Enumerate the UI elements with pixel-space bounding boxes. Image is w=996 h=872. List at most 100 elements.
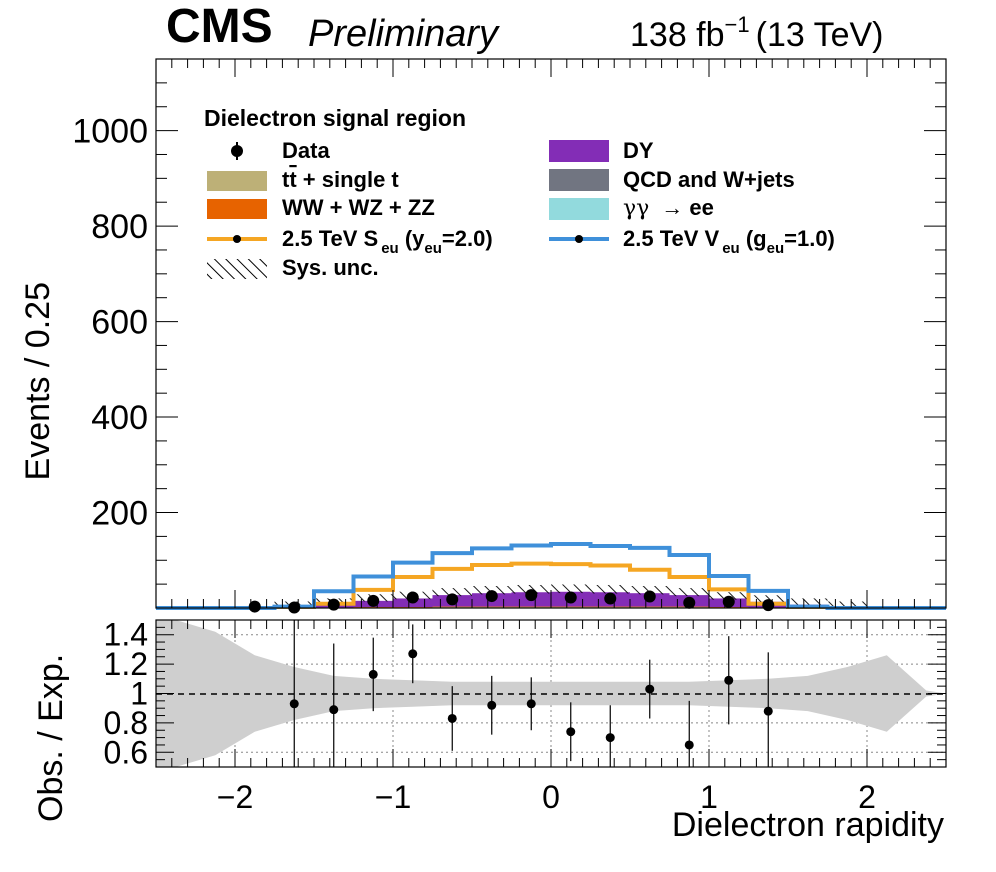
data-point (604, 592, 617, 605)
legend-entry-qcd: QCD and W+jets (549, 167, 795, 192)
ratio-y-tick-label: 1 (130, 676, 148, 712)
ratio-point (447, 713, 457, 723)
stack-bar (630, 606, 670, 608)
ratio-points (289, 620, 773, 767)
legend-entry-unc: Sys. unc. (207, 255, 379, 280)
vector-signal-line (156, 542, 946, 610)
stack-bar (393, 607, 433, 608)
data-point (406, 591, 419, 604)
ratio-point (566, 727, 576, 737)
ratio-band (156, 620, 946, 767)
data-point (248, 600, 261, 613)
ratio-point (368, 669, 378, 679)
legend-data-label: Data (282, 138, 330, 163)
data-point (722, 595, 735, 608)
y-tick-label: 1000 (72, 113, 148, 151)
unc-hatch (432, 588, 472, 597)
legend-entry-data: Data (231, 138, 330, 163)
upper-pad: 200 400 600 800 1000 Events / 0.25 (19, 58, 947, 614)
unc-hatch (788, 598, 828, 605)
ratio-point (645, 684, 655, 694)
legend-diboson-swatch (207, 199, 267, 219)
ratio-unc-band (156, 620, 946, 767)
ratio-y-tick-label: 1.4 (104, 617, 148, 653)
legend-dy-swatch (549, 140, 609, 162)
legend-unc-swatch (207, 259, 267, 279)
legend-entry-dy: DY (549, 138, 654, 163)
experiment-label: CMS (166, 0, 273, 53)
unc-hatch (669, 588, 709, 597)
x-axis-title: Dielectron rapidity (672, 806, 944, 844)
ratio-pad: 0.60.811.21.4−2 −1 0 1 2 Obs. / Exp. Dielect… (32, 617, 947, 844)
x-tick-label: −2 (217, 779, 253, 815)
stack-bar (353, 607, 393, 608)
legend-vector-marker (575, 235, 583, 243)
legend-title: Dielectron signal region (204, 105, 466, 131)
ratio-y-tick-label: 0.6 (104, 734, 148, 770)
ratio-point (605, 733, 615, 743)
unc-hatch (827, 601, 867, 608)
y-axis-title: Events / 0.25 (19, 282, 57, 480)
stack-bar (511, 606, 551, 608)
ratio-point (408, 649, 418, 659)
legend-diboson-label: WW + WZ + ZZ (282, 195, 435, 220)
ratio-point (684, 740, 694, 750)
stack-bar (551, 606, 591, 608)
unc-hatch (551, 584, 591, 594)
upper-axis-ticks: 200 400 600 800 1000 (72, 58, 947, 609)
data-point (683, 596, 696, 609)
stack-bar (472, 606, 512, 608)
status-label: Preliminary (308, 13, 500, 55)
legend-ttbar-label: tt + single t (282, 167, 399, 192)
y-tick-label: 200 (91, 495, 148, 533)
unc-hatch (630, 586, 670, 595)
data-point (367, 594, 380, 607)
ratio-point (289, 699, 299, 709)
energy-label: (13 TeV) (756, 16, 884, 54)
data-point (643, 590, 656, 603)
ratio-point (487, 700, 497, 710)
legend-qcd-label: QCD and W+jets (623, 167, 795, 192)
x-tick-label: 2 (858, 779, 876, 815)
y-tick-label: 400 (91, 399, 148, 437)
lumi-exponent: −1 (725, 12, 750, 37)
lumi-label: 138 fb−1 (13 TeV) (630, 12, 884, 54)
ratio-y-tick-label: 1.2 (104, 646, 148, 682)
data-point (525, 589, 538, 602)
legend-gamgam-label: γγ → ee (623, 195, 714, 221)
ratio-y-tick-label: 0.8 (104, 705, 148, 741)
y-tick-label: 800 (91, 208, 148, 246)
ratio-point (763, 706, 773, 716)
x-tick-label: −1 (375, 779, 411, 815)
legend-unc-label: Sys. unc. (282, 255, 379, 280)
y-tick-label: 600 (91, 304, 148, 342)
legend-entry-ttbar: tt + single t (207, 167, 399, 192)
x-tick-label: 0 (542, 779, 560, 815)
ratio-point (724, 675, 734, 685)
lumi-value: 138 fb (630, 16, 725, 54)
legend-gamgam-swatch (549, 198, 609, 220)
ratio-point (329, 705, 339, 715)
legend-entry-gamgam: γγ → ee (549, 195, 714, 221)
legend-qcd-swatch (549, 169, 609, 191)
data-point (485, 590, 498, 603)
legend: Dielectron signal region Data tt + singl… (204, 105, 835, 280)
ratio-y-axis-title: Obs. / Exp. (32, 654, 70, 822)
legend-entry-diboson: WW + WZ + ZZ (207, 195, 435, 220)
legend-dy-label: DY (623, 138, 654, 163)
x-tick-label: 1 (700, 779, 718, 815)
unc-hatch (590, 584, 630, 594)
ratio-axis-ticks: 0.60.811.21.4−2 −1 0 1 2 (104, 617, 947, 815)
data-point (564, 591, 577, 604)
data-point (446, 593, 459, 606)
stack-bar (432, 606, 472, 608)
legend-ttbar-swatch (207, 171, 267, 191)
legend-data-marker (231, 145, 243, 157)
ratio-point (526, 699, 536, 709)
unc-hatch (748, 595, 788, 603)
